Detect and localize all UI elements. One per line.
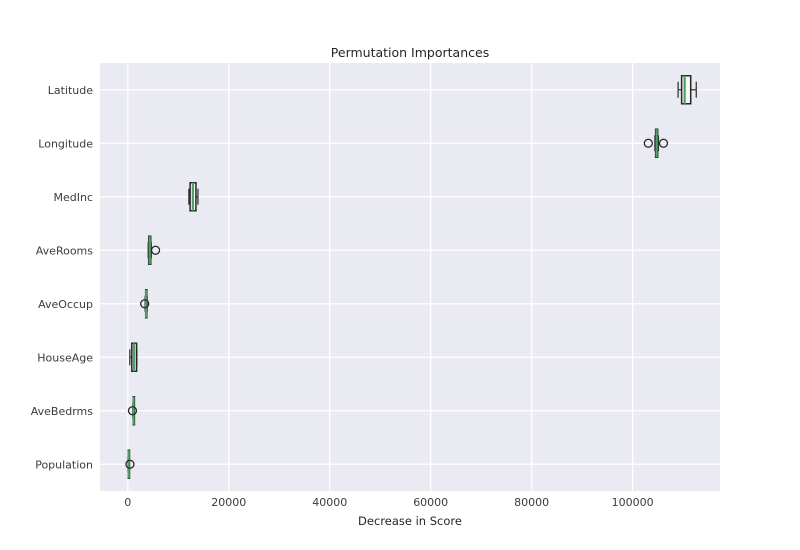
chart-title: Permutation Importances xyxy=(330,45,490,60)
flier-population xyxy=(125,459,135,469)
x-axis-label: Decrease in Score xyxy=(358,514,462,528)
x-tick-label: 20000 xyxy=(211,496,246,509)
y-tick-label: AveBedrms xyxy=(31,405,93,418)
y-tick-label: AveOccup xyxy=(38,298,93,311)
x-tick-label: 0 xyxy=(124,496,131,509)
x-tick-label: 60000 xyxy=(413,496,448,509)
flier-aveoccup xyxy=(140,299,150,309)
x-tick-label: 100000 xyxy=(612,496,654,509)
y-tick-label: MedInc xyxy=(53,191,93,204)
x-tick-label: 40000 xyxy=(312,496,347,509)
flier-longitude xyxy=(658,138,669,148)
box-latitude xyxy=(680,75,692,105)
y-tick-label: Population xyxy=(35,458,93,471)
axes-background xyxy=(100,63,720,491)
flier-longitude xyxy=(643,138,653,148)
y-tick-label: AveRooms xyxy=(36,244,93,257)
x-tick-label: 80000 xyxy=(514,496,549,509)
flier-avebedrms xyxy=(127,406,138,416)
y-tick-label: Longitude xyxy=(38,137,93,150)
y-tick-label: Latitude xyxy=(48,84,94,97)
y-tick-label: HouseAge xyxy=(37,351,93,364)
flier-averooms xyxy=(150,245,161,255)
